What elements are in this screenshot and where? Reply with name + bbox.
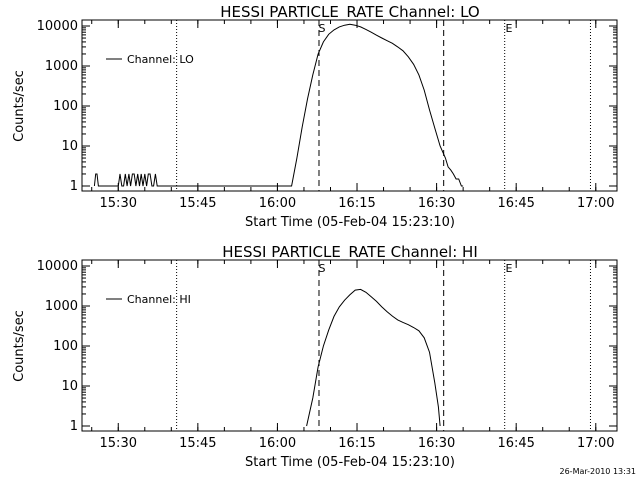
lo-channel-panel: HESSI PARTICLE_RATE Channel: LO Start Ti… <box>12 3 618 230</box>
start-marker-label: S <box>319 262 326 275</box>
x-axis-label: Start Time (05-Feb-04 15:23:10) <box>245 455 455 470</box>
generated-timestamp: 26-Mar-2010 13:31 <box>560 467 637 476</box>
y-tick-label: 10000 <box>37 19 78 34</box>
end-marker-label: E <box>506 22 513 35</box>
x-tick-label: 15:30 <box>100 196 137 211</box>
y-tick-label: 10 <box>61 139 78 154</box>
series-line <box>306 288 441 427</box>
x-axis-label: Start Time (05-Feb-04 15:23:10) <box>245 215 455 230</box>
y-tick-label: 10 <box>61 379 78 394</box>
x-tick-label: 15:45 <box>179 436 216 451</box>
x-tick-label: 16:30 <box>418 196 455 211</box>
x-tick-label: 15:30 <box>100 436 137 451</box>
y-tick-label: 100 <box>53 99 78 114</box>
y-tick-label: 100 <box>53 339 78 354</box>
chart-title: HESSI PARTICLE_RATE Channel: LO <box>220 3 479 22</box>
y-axis-label: Counts/sec <box>12 70 27 142</box>
y-tick-label: 1 <box>70 419 78 434</box>
series-line <box>93 23 464 187</box>
x-tick-label: 16:30 <box>418 436 455 451</box>
x-tick-label: 16:15 <box>338 196 375 211</box>
x-tick-label: 16:45 <box>497 436 534 451</box>
plot-frame <box>81 19 618 192</box>
x-tick-label: 16:00 <box>259 196 296 211</box>
start-marker-label: S <box>319 22 326 35</box>
x-tick-label: 17:00 <box>577 196 614 211</box>
legend-entry: Channel: LO <box>127 53 194 66</box>
end-marker-label: E <box>506 262 513 275</box>
y-axis-label: Counts/sec <box>12 310 27 382</box>
y-tick-label: 1000 <box>45 299 78 314</box>
x-tick-label: 15:45 <box>179 196 216 211</box>
y-tick-label: 1 <box>70 179 78 194</box>
plot-frame <box>81 259 618 432</box>
x-tick-label: 17:00 <box>577 436 614 451</box>
legend-entry: Channel: HI <box>127 293 191 306</box>
chart-title: HESSI PARTICLE_RATE Channel: HI <box>222 243 478 262</box>
x-tick-label: 16:00 <box>259 436 296 451</box>
x-tick-label: 16:15 <box>338 436 375 451</box>
hi-channel-panel: HESSI PARTICLE_RATE Channel: HI Start Ti… <box>12 243 618 470</box>
x-tick-label: 16:45 <box>497 196 534 211</box>
y-tick-label: 10000 <box>37 259 78 274</box>
y-tick-label: 1000 <box>45 59 78 74</box>
